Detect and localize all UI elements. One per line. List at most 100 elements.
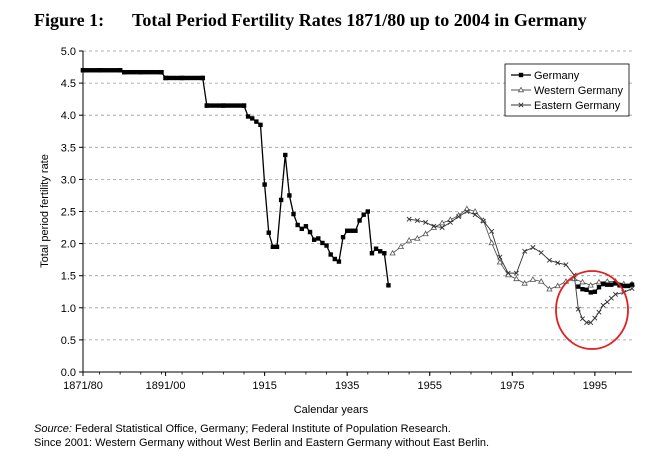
germany-point [179, 75, 185, 81]
germany-point [146, 69, 152, 75]
eastern-germany-point [431, 223, 437, 229]
legend: Germany Western Germany Eastern Germany [504, 63, 630, 117]
germany-point [196, 75, 201, 81]
germany-point [613, 281, 618, 286]
germany-point [109, 68, 115, 73]
y-tick-label: 2.5 [61, 207, 76, 219]
y-tick-label: 1.5 [61, 271, 76, 283]
germany-point [307, 229, 313, 235]
germany-point [138, 69, 143, 75]
x-tick-label: 1915 [252, 380, 276, 392]
western-germany-point [521, 279, 528, 286]
germany-point [84, 68, 90, 73]
eastern-germany-point [538, 250, 544, 256]
germany-point [596, 285, 602, 290]
eastern-germany-point [588, 320, 594, 326]
x-tick-label: 1975 [500, 380, 524, 392]
germany-point [262, 182, 267, 187]
y-tick-label: 0.5 [61, 335, 76, 347]
germany-point [183, 75, 189, 81]
eastern-germany-point [513, 270, 519, 276]
eastern-germany-point [464, 208, 470, 215]
western-germany-point [414, 235, 421, 241]
germany-point [357, 218, 362, 223]
western-germany-point [397, 243, 405, 250]
germany-point [97, 68, 102, 73]
western-germany-point [438, 219, 446, 226]
legend-swatch-marker [518, 102, 524, 108]
germany-point [382, 251, 387, 256]
eastern-germany-point [530, 244, 536, 250]
germany-point [142, 69, 148, 75]
germany-point [336, 259, 342, 264]
germany-point [80, 68, 86, 73]
y-tick-label: 4.0 [61, 110, 76, 122]
western-germany-point [496, 258, 504, 265]
highlight-circle [555, 270, 629, 350]
germany-point [378, 249, 383, 254]
germany-point [188, 75, 193, 81]
germany-point [316, 236, 321, 241]
germany-point [621, 283, 626, 289]
germany-point [167, 75, 172, 81]
germany-point [117, 68, 123, 73]
annotation-layer [555, 270, 629, 350]
germany-point [600, 281, 606, 287]
eastern-germany-point [612, 291, 619, 297]
source-line: Source: Federal Statistical Office, Germ… [34, 422, 489, 436]
figure-title-text: Total Period Fertility Rates 1871/80 up … [132, 10, 587, 30]
germany-point [245, 114, 251, 119]
western-germany-point [389, 249, 396, 256]
germany-point [386, 283, 391, 288]
source-label: Source: [34, 423, 72, 435]
source-text: Federal Statistical Office, Germany; Fed… [71, 423, 451, 435]
source-note-line: Since 2001: Western Germany without West… [34, 437, 490, 449]
western-germany-line [392, 208, 632, 290]
eastern-germany-point [584, 320, 590, 326]
germany-point [258, 122, 263, 128]
germany-point [576, 284, 581, 289]
germany-point [175, 75, 181, 81]
eastern-germany-point [480, 218, 486, 224]
germany-point [592, 289, 598, 294]
western-germany-point [488, 239, 495, 246]
eastern-germany-point [592, 315, 598, 321]
germany-point [192, 75, 197, 81]
germany-point [609, 282, 614, 287]
germany-point [237, 103, 243, 108]
germany-point [353, 228, 358, 233]
x-tick-label: 1955 [417, 380, 441, 392]
legend-entry: Eastern Germany [534, 100, 621, 112]
germany-point [225, 103, 230, 108]
germany-point [349, 228, 354, 233]
germany-point [89, 68, 94, 73]
germany-point [229, 103, 234, 108]
eastern-germany-point [604, 299, 610, 305]
germany-point [283, 152, 288, 158]
germany-point [373, 246, 379, 251]
germany-point [274, 244, 280, 250]
germany-point [159, 69, 164, 75]
figure-title: Figure 1: Total Period Fertility Rates 18… [34, 10, 587, 31]
eastern-germany-point [563, 262, 569, 268]
western-germany-point [422, 230, 429, 237]
western-germany-point [595, 278, 603, 285]
germany-point [126, 69, 131, 75]
germany-point [171, 75, 177, 81]
fertility-chart: 0.0 0.5 1.0 1.5 2.0 2.5 3.0 3.5 4.0 4.5 5.0 1871/8… [39, 46, 636, 416]
eastern-germany-point [439, 225, 445, 231]
germany-point [629, 282, 635, 287]
source-note: Source: Federal Statistical Office, Germ… [34, 422, 489, 450]
germany-point [250, 116, 255, 121]
germany-point [221, 103, 226, 108]
germany-point [588, 290, 593, 295]
germany-point [332, 256, 337, 262]
germany-point [270, 244, 276, 250]
x-tick-label: 1891/00 [146, 380, 186, 392]
y-tick-label: 3.0 [61, 174, 76, 186]
germany-point [584, 287, 589, 293]
y-axis-label: Total period fertility rate [39, 154, 51, 268]
germany-point [311, 237, 317, 242]
legend-entry: Western Germany [534, 85, 624, 97]
germany-point [320, 240, 325, 246]
